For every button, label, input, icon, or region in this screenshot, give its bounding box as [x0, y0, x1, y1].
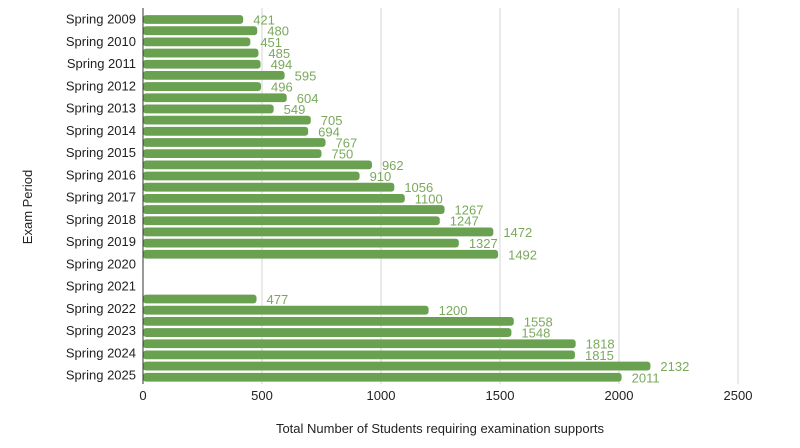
- y-tick-label: Spring 2011: [67, 56, 136, 71]
- value-label: 480: [267, 24, 289, 39]
- bar: [143, 37, 251, 47]
- bar: [143, 193, 405, 203]
- value-label: 595: [295, 68, 317, 83]
- value-label: 1492: [508, 247, 537, 262]
- bar: [143, 316, 514, 326]
- value-label: 962: [382, 158, 404, 173]
- value-label: 604: [297, 91, 319, 106]
- y-tick-label: Spring 2018: [66, 212, 136, 227]
- value-label: 1815: [585, 348, 614, 363]
- value-label: 1818: [586, 337, 615, 352]
- value-label: 477: [267, 292, 289, 307]
- value-label: 1327: [469, 236, 498, 251]
- value-label: 451: [260, 35, 282, 50]
- bar: [143, 160, 372, 170]
- value-label: 1100: [415, 191, 443, 206]
- y-tick-label: Spring 2010: [66, 34, 136, 49]
- bar: [143, 328, 512, 337]
- bar: [143, 205, 445, 214]
- value-label: 2132: [660, 359, 689, 374]
- bar: [143, 339, 576, 349]
- value-label: 767: [336, 135, 358, 150]
- bar: [143, 126, 309, 136]
- y-tick-label: Spring 2025: [66, 368, 136, 383]
- bar: [143, 104, 274, 114]
- bar: [143, 182, 395, 192]
- value-label: 485: [268, 46, 290, 61]
- bar: [143, 82, 262, 91]
- y-tick-label: Spring 2024: [66, 345, 136, 360]
- x-tick-label: 1000: [367, 388, 396, 403]
- value-label: 694: [318, 124, 340, 139]
- value-label: 1056: [404, 180, 433, 195]
- y-tick-label: Spring 2012: [66, 78, 136, 93]
- bar: [143, 48, 259, 58]
- bar: [143, 59, 261, 69]
- value-label: 2011: [632, 370, 660, 385]
- bar: [143, 350, 575, 360]
- value-label: 1247: [450, 214, 479, 229]
- bar: [143, 149, 322, 159]
- value-label: 1558: [524, 314, 553, 329]
- bar: [143, 171, 360, 181]
- value-label: 705: [321, 113, 343, 128]
- bar: [143, 216, 440, 226]
- y-tick-label: Spring 2023: [66, 323, 136, 338]
- value-label: 910: [370, 169, 392, 184]
- bar: [143, 305, 429, 315]
- bar: [143, 361, 651, 371]
- x-tick-label: 2500: [724, 388, 753, 403]
- x-tick-labels: 0 500 1000 1500 2000 2500: [139, 388, 752, 403]
- value-label: 750: [332, 147, 354, 162]
- y-tick-label: Spring 2020: [66, 256, 136, 271]
- value-label: 496: [271, 80, 293, 95]
- value-label: 1267: [455, 203, 484, 218]
- value-label: 1200: [439, 303, 468, 318]
- bar: [143, 93, 287, 103]
- bar: [143, 15, 244, 24]
- bar: [143, 238, 459, 248]
- y-tick-labels: Spring 2009 Spring 2010 Spring 2011 Spring …: [66, 12, 136, 383]
- x-tick-label: 1500: [486, 388, 515, 403]
- y-tick-label: Spring 2019: [66, 234, 136, 249]
- bar: [143, 249, 499, 259]
- bar: [143, 71, 285, 80]
- bar: [143, 294, 257, 304]
- value-label: 1472: [503, 225, 532, 240]
- x-axis-title: Total Number of Students requiring exami…: [276, 421, 605, 436]
- bars-group: [143, 15, 651, 382]
- x-tick-label: 500: [251, 388, 273, 403]
- y-tick-label: Spring 2015: [66, 145, 136, 160]
- y-axis-title: Exam Period: [20, 170, 35, 244]
- y-tick-label: Spring 2022: [66, 301, 136, 316]
- bar: [143, 138, 326, 147]
- x-tick-label: 0: [139, 388, 146, 403]
- value-label: 549: [284, 102, 306, 117]
- bar: [143, 115, 311, 125]
- bar: [143, 372, 622, 382]
- y-tick-label: Spring 2014: [66, 123, 136, 138]
- value-label: 421: [253, 13, 275, 28]
- y-tick-label: Spring 2016: [66, 167, 136, 182]
- y-tick-label: Spring 2021: [66, 279, 136, 294]
- bar: [143, 26, 258, 36]
- value-label: 1548: [521, 326, 550, 341]
- x-tick-label: 2000: [605, 388, 634, 403]
- bar: [143, 227, 494, 237]
- y-tick-label: Spring 2013: [66, 101, 136, 116]
- y-tick-label: Spring 2017: [66, 190, 136, 205]
- value-label: 494: [271, 57, 293, 72]
- y-tick-label: Spring 2009: [66, 12, 136, 27]
